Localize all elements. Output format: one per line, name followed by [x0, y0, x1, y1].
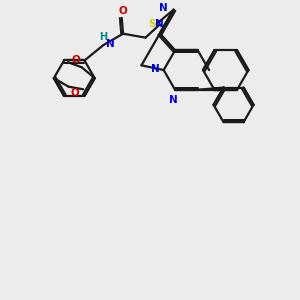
- Text: N: N: [159, 3, 168, 13]
- Text: O: O: [70, 88, 79, 98]
- Text: H: H: [99, 32, 107, 42]
- Text: N: N: [169, 95, 178, 105]
- Text: S: S: [148, 19, 156, 29]
- Text: N: N: [106, 40, 115, 50]
- Text: O: O: [71, 56, 80, 65]
- Text: O: O: [119, 5, 128, 16]
- Text: N: N: [152, 64, 160, 74]
- Text: N: N: [155, 19, 164, 29]
